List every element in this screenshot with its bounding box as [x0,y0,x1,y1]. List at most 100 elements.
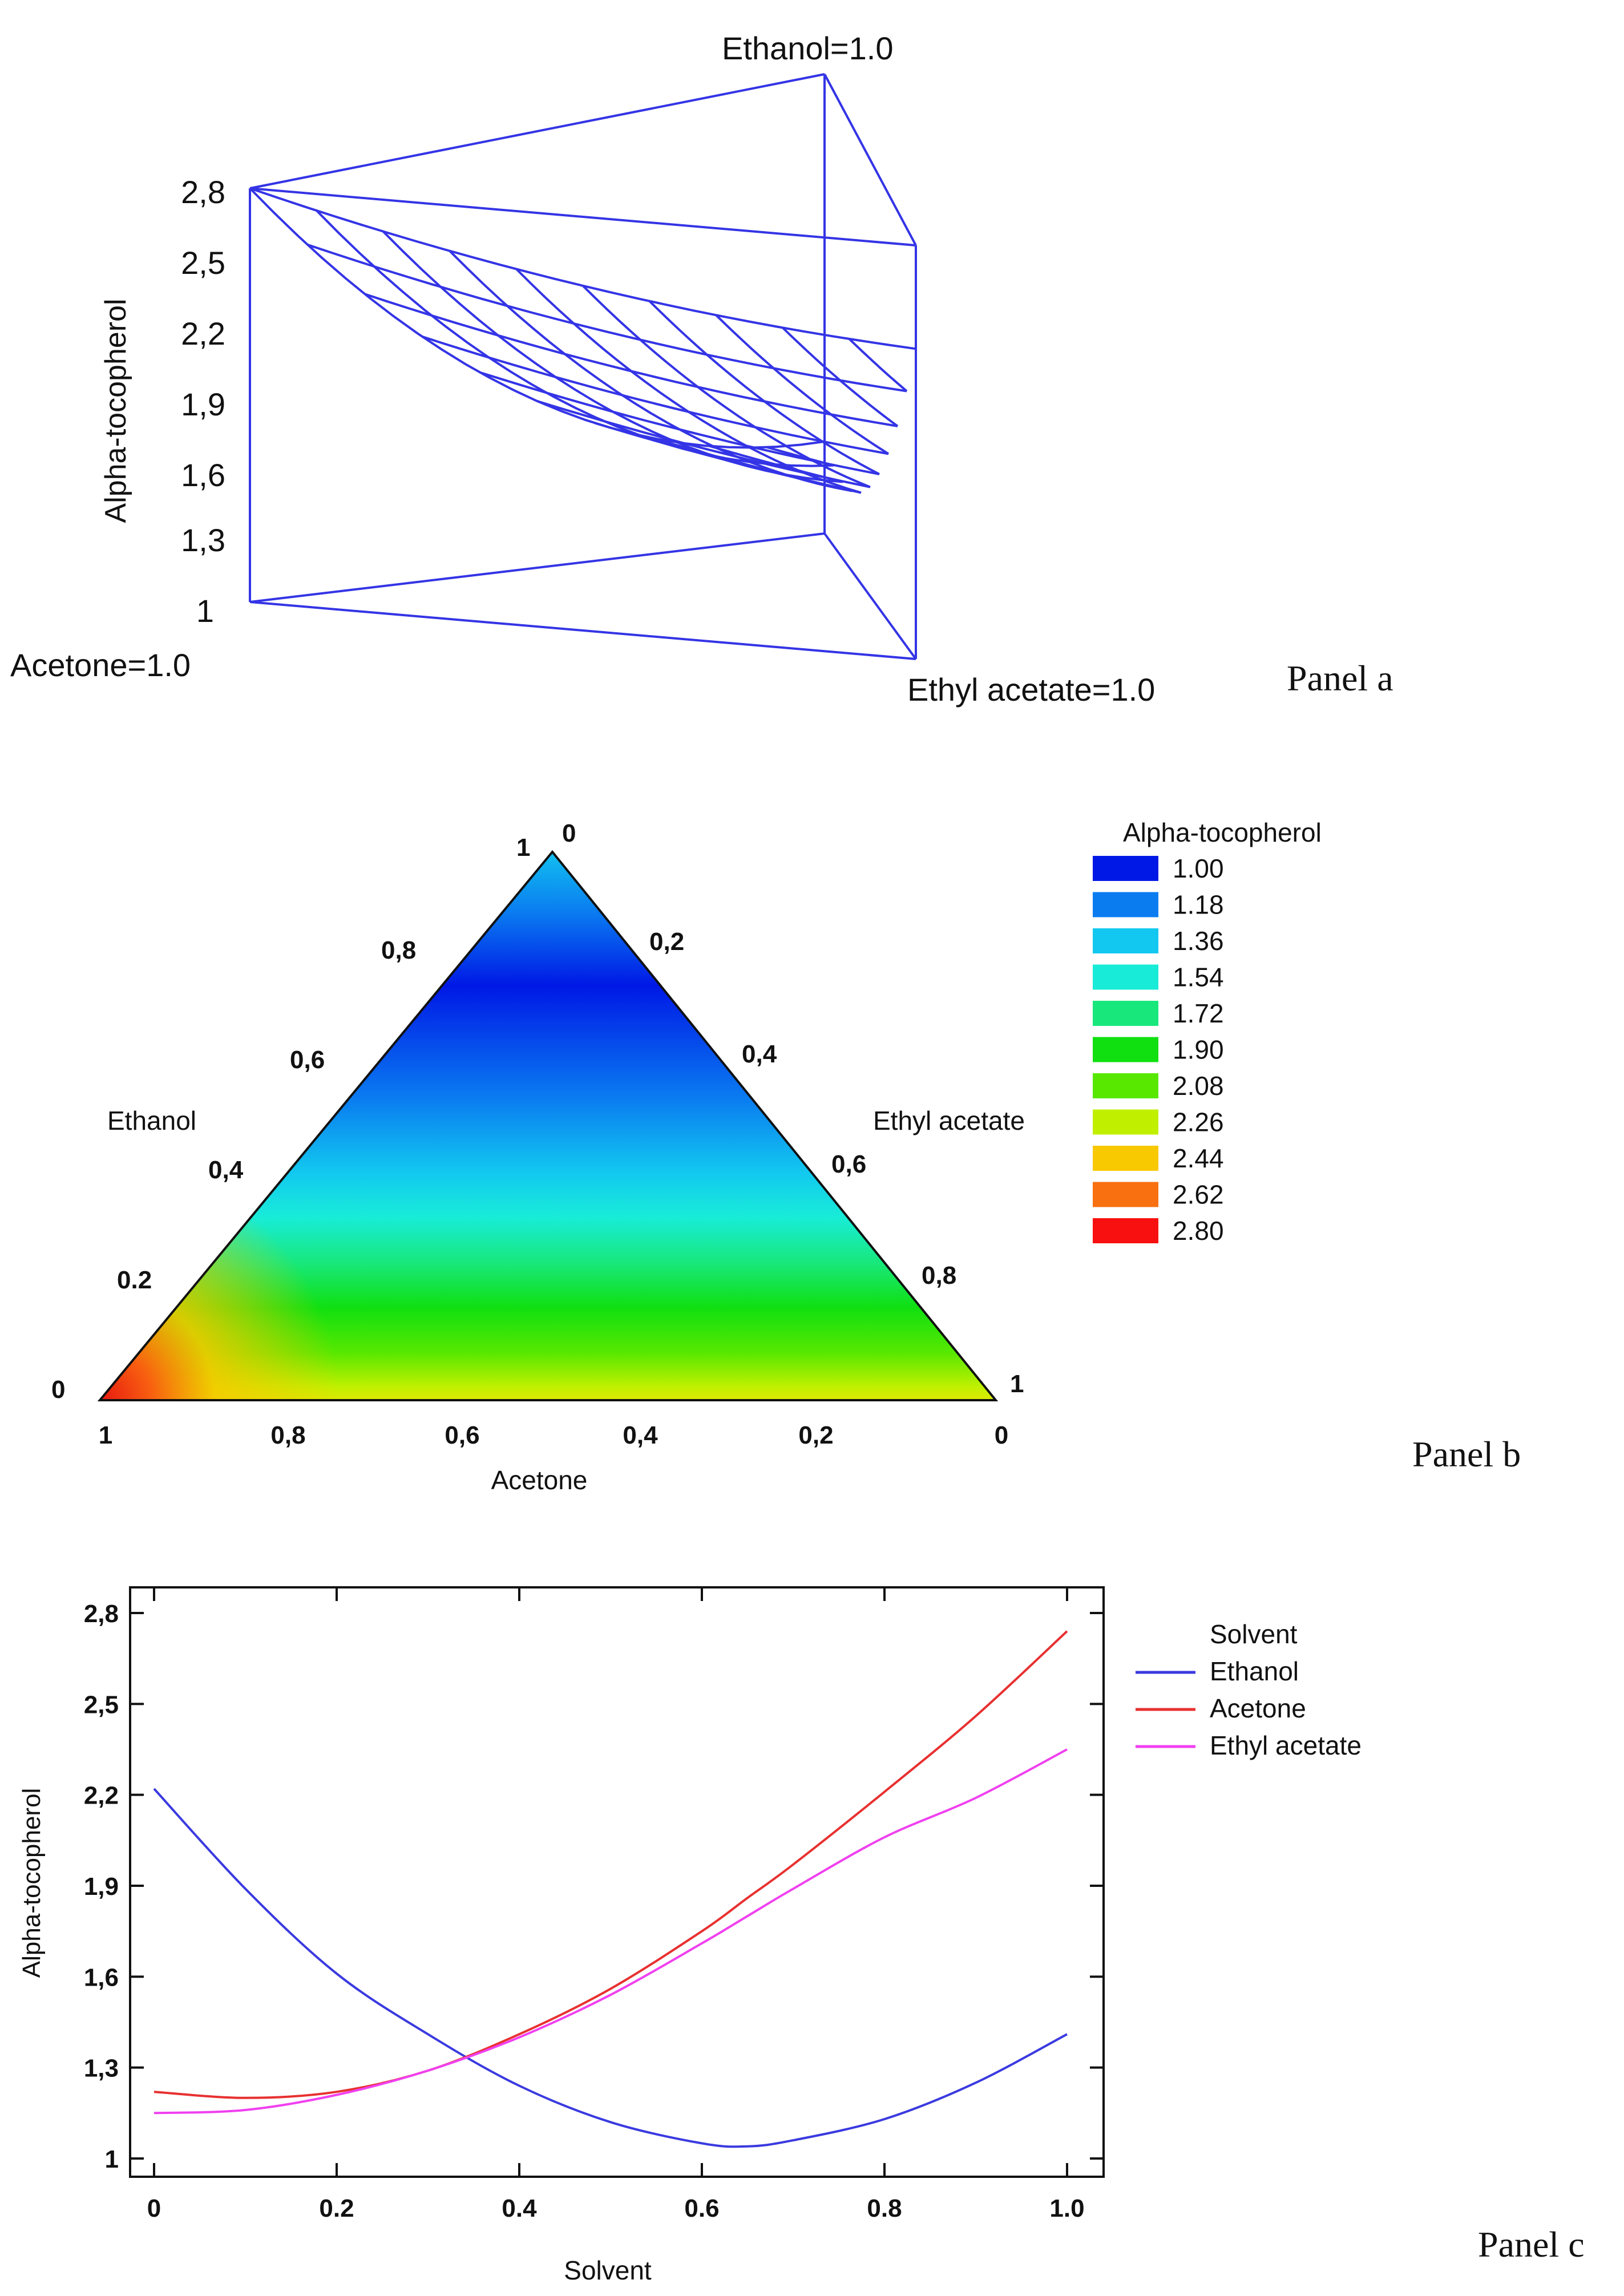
legend-entry: Acetone [1210,1693,1306,1723]
legend-level-label: 1.36 [1173,926,1224,956]
legend-swatch [1093,1218,1158,1243]
legend-swatch [1093,1182,1158,1207]
legend-title: Solvent [1210,1619,1298,1649]
wire-line [582,285,871,488]
legend-level-label: 2.62 [1173,1180,1224,1210]
ternary-tick-right: 0,4 [742,1040,777,1068]
legend-swatch [1093,928,1158,953]
ternary-tick-bottom: 0,2 [798,1421,833,1449]
vertex-label-ethyl-acetate: Ethyl acetate=1.0 [907,672,1155,708]
legend-level-label: 2.26 [1173,1107,1224,1137]
y-tick-label: 2,5 [84,1691,119,1719]
vertex-label-ethanol: Ethanol=1.0 [722,30,893,66]
ternary-axis-label-ethyl-acetate: Ethyl acetate [873,1106,1025,1135]
surface-wireframe [249,187,916,494]
x-tick-labels: 0 0.2 0.4 0.6 0.8 1.0 [147,2194,1085,2222]
panel-c-label: Panel c [1478,2224,1585,2265]
prism-frame [249,73,917,660]
ternary-contour-fill [100,852,996,1400]
legend-level-label: 1.72 [1173,999,1224,1028]
z-tick-label: 2,8 [181,174,225,210]
y-tick-label: 2,8 [84,1600,119,1628]
x-tick-label: 0.2 [319,2194,354,2222]
z-tick-label: 2,2 [181,316,225,351]
panel-b: 1 0,8 0,6 0,4 0.2 0 0 0,2 0,4 0,6 0,8 1 … [51,818,1521,1495]
legend-swatch [1093,1146,1158,1171]
y-tick-label: 1,3 [84,2055,119,2083]
ternary-tick-left: 0,6 [290,1046,325,1074]
z-tick-label: 1,6 [181,457,225,493]
legend-level-label: 1.90 [1173,1035,1224,1065]
wire-line [307,243,907,393]
ternary-triangle-outline [97,850,999,1401]
x-tick-label: 0.8 [867,2194,902,2222]
legend-swatch [1093,1109,1158,1135]
legend-swatch [1093,1001,1158,1026]
wire-line [652,436,853,492]
legend-level-label: 2.08 [1173,1071,1224,1101]
ternary-tick-bottom: 0,4 [623,1421,658,1449]
contour-legend: 1.00 1.18 1.36 1.54 1.72 1.90 2.08 2.26 2.44 2.62… [1093,854,1224,1246]
series-line-ethyl-acetate [153,1748,1068,2115]
y-axis-label: Alpha-tocopherol [18,1788,46,1978]
wire-line [422,335,889,455]
x-axis-label: Solvent [564,2255,652,2285]
y-tick-label: 1,9 [84,1873,119,1901]
line-legend: Ethanol Acetone Ethyl acetate [1136,1656,1362,1760]
ternary-tick-right: 0,8 [922,1262,956,1290]
legend-swatch [1093,856,1158,881]
legend-swatch [1093,1037,1158,1062]
z-tick-label: 2,5 [181,245,225,281]
z-tick-label: 1,9 [181,386,225,422]
ternary-tick-left: 1 [516,834,530,862]
ternary-tick-left: 0.2 [117,1266,152,1294]
series-line-ethanol [153,1788,1068,2148]
ternary-tick-left: 0,8 [381,936,416,964]
legend-entry: Ethyl acetate [1210,1731,1362,1760]
contour-legend-title: Alpha-tocopherol [1123,818,1322,847]
ternary-tick-bottom: 0,6 [445,1421,479,1449]
y-tick-label: 1,6 [84,1963,119,1991]
y-tick-labels: 1 1,3 1,6 1,9 2,2 2,5 2,8 [84,1600,119,2173]
legend-swatch [1093,964,1158,990]
y-tick-label: 1 [105,2145,119,2173]
z-axis-label: Alpha-tocopherol [99,298,132,523]
wire-line [249,187,825,449]
ternary-tick-right: 0,6 [831,1150,866,1178]
vertex-label-acetone: Acetone=1.0 [10,647,191,683]
x-tick-label: 0 [147,2194,161,2222]
x-tick-label: 1.0 [1049,2194,1084,2222]
panel-a-label: Panel a [1287,658,1393,698]
legend-swatch [1093,1073,1158,1098]
wire-line [848,338,908,393]
wire-line [715,314,890,455]
ternary-tick-left: 0 [51,1376,65,1404]
legend-entry: Ethanol [1210,1656,1299,1686]
series-lines [153,1630,1068,2148]
ternary-tick-bottom: 0 [995,1421,1008,1449]
plot-frame [129,1586,1105,2178]
wire-line [249,187,916,350]
ternary-tick-bottom: 0,8 [270,1421,305,1449]
x-tick-label: 0.6 [684,2194,719,2222]
ternary-axis-label-ethanol: Ethanol [107,1106,196,1135]
panel-a: 2,8 2,5 2,2 1,9 1,6 1,3 1 Alpha-tocopher… [10,30,1393,708]
panel-c: 1 1,3 1,6 1,9 2,2 2,5 2,8 0 0.2 0.4 0.6 0.8 1.0 Alp… [18,1586,1585,2285]
legend-swatch [1093,892,1158,917]
z-tick-label: 1,3 [181,522,225,558]
ternary-tick-right: 0 [562,819,576,847]
ternary-tick-right: 0,2 [649,928,684,956]
legend-level-label: 1.00 [1173,854,1224,883]
ternary-tick-left: 0,4 [208,1156,244,1184]
wire-line [709,444,843,483]
panel-b-label: Panel b [1412,1434,1521,1474]
ternary-tick-right: 1 [1010,1370,1024,1398]
legend-level-label: 2.80 [1173,1216,1224,1246]
y-tick-label: 2,2 [84,1782,119,1810]
wire-line [782,326,899,427]
legend-level-label: 1.54 [1173,963,1224,992]
series-line-acetone [153,1630,1068,2099]
legend-level-label: 1.18 [1173,890,1224,920]
ternary-axis-label-acetone: Acetone [491,1465,588,1495]
